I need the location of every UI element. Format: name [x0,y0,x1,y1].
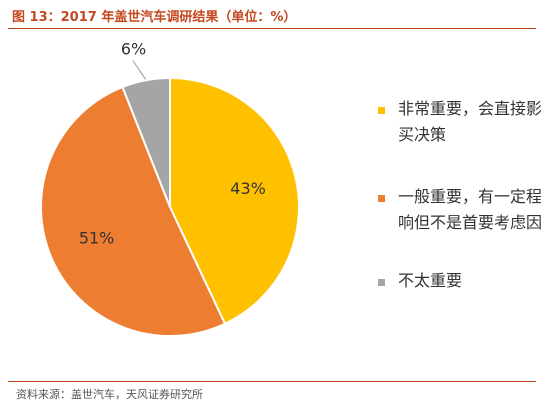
legend-label-very-important: 非常重要，会直接影 买决策 [398,96,541,148]
legend-label-not-important: 不太重要 [398,268,541,294]
legend-swatch-somewhat-important [378,195,385,202]
pie-value-label-not-important: 6% [121,40,146,59]
pie-value-label-somewhat-important: 51% [79,228,115,247]
leader-line-not-important [132,60,147,80]
pie-slice-somewhat-important [40,85,227,338]
figure-title: 图 13：2017 年盖世汽车调研结果（单位：%） [12,10,297,25]
legend-swatch-very-important [378,107,385,114]
legend-label-somewhat-important: 一般重要，有一定程 响但不是首要考虑因 [398,184,541,236]
legend-label-line1: 不太重要 [398,271,463,290]
legend-swatch-not-important [378,279,385,286]
title-rule [8,28,536,29]
source-rule [8,381,536,382]
pie-slice-very-important [169,76,300,326]
legend-label-line2: 买决策 [398,125,447,144]
legend-label-line1: 非常重要，会直接影 [398,99,541,118]
pie-value-label-very-important: 43% [230,179,266,198]
legend-label-line2: 响但不是首要考虑因 [398,213,541,232]
pie-slice-not-important [121,76,171,208]
legend-label-line1: 一般重要，有一定程 [398,187,541,206]
source-note: 资料来源：盖世汽车，天风证券研究所 [16,388,203,401]
